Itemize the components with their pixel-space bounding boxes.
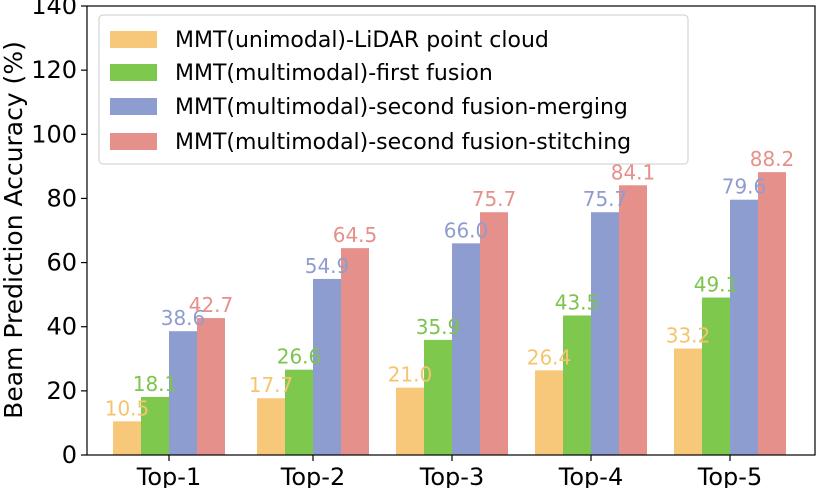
data-label: 26.6 — [277, 345, 322, 369]
data-label: 54.9 — [305, 254, 350, 278]
bar-top-4-series-1 — [535, 370, 563, 455]
legend-swatch — [110, 64, 157, 81]
bar-top-5-series-1 — [674, 348, 702, 455]
bar-top-1-series-1 — [113, 421, 141, 455]
data-label: 88.2 — [750, 147, 795, 171]
plot-frame — [86, 5, 816, 456]
legend-swatch — [110, 31, 157, 48]
x-tick-label: Top-4 — [558, 463, 623, 488]
bar-top-3-series-1 — [396, 387, 424, 455]
data-label: 75.7 — [472, 187, 517, 211]
data-label: 42.7 — [189, 293, 234, 317]
data-label: 18.1 — [133, 372, 178, 396]
data-label: 75.7 — [583, 187, 628, 211]
data-label: 26.4 — [527, 345, 572, 369]
bar-top-2-series-3 — [313, 278, 341, 455]
x-tick-label: Top-2 — [280, 463, 345, 488]
legend-entry: MMT(unimodal)-LiDAR point cloud — [175, 28, 549, 53]
data-label: 35.9 — [416, 315, 461, 339]
x-tick-label: Top-1 — [136, 463, 201, 488]
legend-entry: MMT(multimodal)-second fusion-merging — [175, 95, 628, 120]
legend: MMT(unimodal)-LiDAR point cloud MMT(multi… — [98, 14, 689, 165]
y-axis-ticks: 0 20 40 60 80 100 120 140 — [31, 0, 87, 469]
x-tick-label: Top-3 — [419, 463, 484, 488]
bar-top-2-series-1 — [257, 398, 285, 455]
y-tick-label: 100 — [31, 120, 77, 148]
data-label: 79.6 — [722, 175, 767, 199]
legend-swatch — [110, 133, 157, 150]
bar-top-3-series-3 — [452, 243, 480, 455]
bar-top-5-series-4 — [758, 172, 786, 455]
legend-swatch — [110, 98, 157, 115]
y-tick-label: 140 — [31, 0, 77, 20]
bar-top-3-series-4 — [480, 212, 508, 455]
bar-top-5-series-2 — [702, 297, 730, 455]
bar-top-1-series-3 — [169, 331, 197, 455]
data-label: 49.1 — [694, 273, 739, 297]
bar-top-3-series-2 — [424, 339, 452, 455]
x-tick-label: Top-5 — [697, 463, 762, 488]
bar-top-1-series-2 — [141, 396, 169, 455]
data-label: 38.6 — [161, 306, 206, 330]
bar-top-5-series-3 — [730, 199, 758, 455]
y-tick-label: 0 — [62, 441, 77, 469]
bar-top-4-series-2 — [563, 315, 591, 455]
y-tick-label: 120 — [31, 56, 77, 84]
bar-top-4-series-3 — [591, 212, 619, 455]
y-tick-label: 80 — [46, 184, 77, 212]
y-axis-label: Beam Prediction Accuracy (%) — [0, 41, 28, 419]
bar-top-2-series-2 — [285, 369, 313, 455]
data-label: 66.0 — [444, 218, 489, 242]
data-label: 10.5 — [105, 396, 150, 420]
data-label: 21.0 — [388, 363, 433, 387]
bar-top-2-series-4 — [341, 248, 369, 455]
legend-entry: MMT(multimodal)-first fusion — [175, 61, 493, 86]
data-label: 17.7 — [249, 373, 294, 397]
bars-group — [113, 172, 786, 455]
data-labels-group: 10.5 17.7 21.0 26.4 33.2 18.1 26.6 35.9 43.5 49.1… — [105, 147, 795, 420]
legend-frame — [98, 14, 689, 165]
legend-entry: MMT(multimodal)-second fusion-stitching — [175, 130, 631, 155]
x-axis-ticks: Top-1 Top-2 Top-3 Top-4 Top-5 — [136, 455, 762, 488]
y-tick-label: 40 — [46, 313, 77, 341]
y-tick-label: 20 — [46, 377, 77, 405]
bar-top-1-series-4 — [197, 318, 225, 455]
data-label: 33.2 — [666, 324, 711, 348]
bar-top-4-series-4 — [619, 185, 647, 455]
y-tick-label: 60 — [46, 249, 77, 277]
data-label: 64.5 — [333, 223, 378, 247]
data-label: 43.5 — [555, 290, 600, 314]
